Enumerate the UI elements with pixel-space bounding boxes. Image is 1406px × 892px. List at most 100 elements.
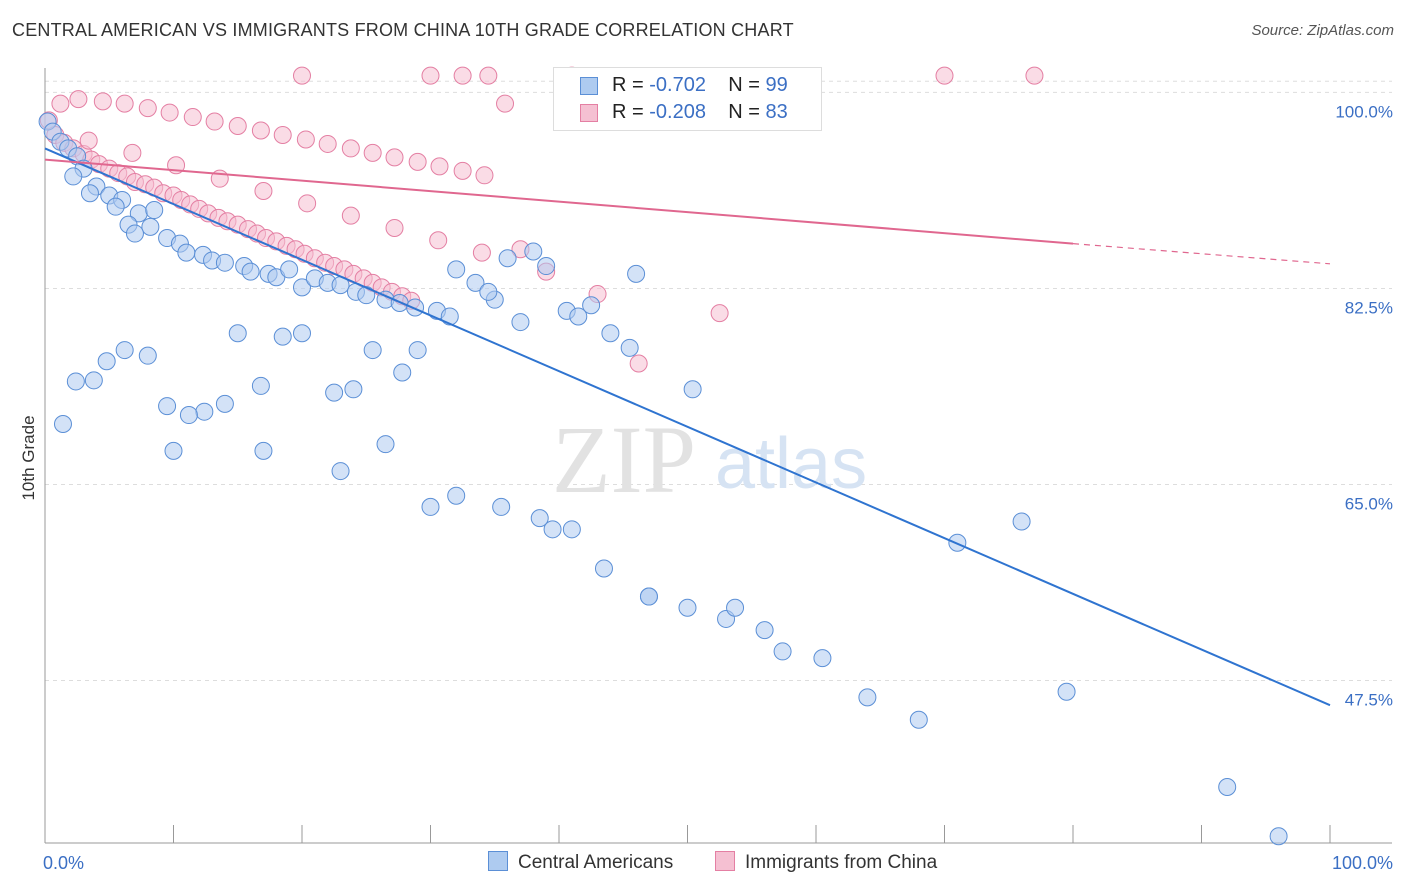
gridlines <box>45 80 1392 682</box>
data-point-central-americans <box>440 307 459 326</box>
data-point-immigrants-from-china <box>298 194 317 213</box>
data-point-immigrants-from-china <box>205 112 224 131</box>
data-point-central-americans <box>280 260 299 279</box>
data-point-central-americans <box>393 363 412 382</box>
data-point-central-americans <box>64 167 83 186</box>
data-point-central-americans <box>138 346 157 365</box>
data-point-central-americans <box>543 520 562 539</box>
data-point-central-americans <box>179 406 198 425</box>
legend-item-central-americans[interactable]: Central Americans <box>488 851 673 874</box>
data-point-central-americans <box>344 380 363 399</box>
data-point-central-americans <box>1012 512 1031 531</box>
data-point-central-americans <box>479 282 498 301</box>
data-point-central-americans <box>594 559 613 578</box>
data-point-immigrants-from-china <box>408 152 427 171</box>
data-point-central-americans <box>530 509 549 528</box>
data-point-central-americans <box>683 380 702 399</box>
data-point-central-americans <box>447 260 466 279</box>
data-point-immigrants-from-china <box>160 103 179 122</box>
data-point-central-americans <box>376 435 395 454</box>
y-tick-label: 100.0% <box>1335 102 1393 121</box>
data-point-central-americans <box>1269 827 1288 846</box>
data-point-immigrants-from-china <box>183 108 202 127</box>
legend-label: Immigrants from China <box>745 852 938 873</box>
data-point-immigrants-from-china <box>341 139 360 158</box>
data-point-central-americans <box>755 621 774 640</box>
legend-swatch-pink <box>715 851 735 871</box>
data-point-immigrants-from-china <box>472 243 491 262</box>
data-point-central-americans <box>498 249 517 268</box>
data-point-central-americans <box>53 415 72 434</box>
data-point-central-americans <box>66 372 85 391</box>
data-point-immigrants-from-china <box>429 231 448 250</box>
data-point-immigrants-from-china <box>123 143 142 162</box>
trend-line-immigrants-from-china <box>44 158 1074 245</box>
data-point-central-americans <box>582 296 601 315</box>
data-point-immigrants-from-china <box>629 354 648 373</box>
data-point-central-americans <box>562 520 581 539</box>
data-point-immigrants-from-china <box>93 92 112 111</box>
data-point-immigrants-from-china <box>251 121 270 140</box>
data-point-immigrants-from-china <box>273 125 292 144</box>
data-point-central-americans <box>325 383 344 402</box>
data-point-central-americans <box>177 243 196 262</box>
data-point-immigrants-from-china <box>421 66 440 85</box>
data-point-central-americans <box>537 257 556 276</box>
legend-label: Central Americans <box>518 852 674 873</box>
data-point-central-americans <box>726 598 745 617</box>
legend-item-immigrants-from-china[interactable]: Immigrants from China <box>715 851 937 874</box>
data-point-central-americans <box>273 327 292 346</box>
legend-swatch-pink <box>580 104 598 122</box>
data-point-central-americans <box>678 598 697 617</box>
r-label: R = <box>612 74 644 96</box>
data-point-central-americans <box>601 324 620 343</box>
trend-line-extension <box>1072 243 1331 265</box>
r-value: -0.702 <box>649 74 706 96</box>
data-point-central-americans <box>241 262 260 281</box>
tick-labels: 100.0% 82.5% 65.0% 47.5% 0.0% 100.0% <box>43 102 1393 873</box>
data-point-central-americans <box>331 462 350 481</box>
data-point-immigrants-from-china <box>138 99 157 118</box>
watermark-atlas: atlas <box>715 424 867 504</box>
data-point-immigrants-from-china <box>115 94 134 113</box>
data-point-central-americans <box>858 688 877 707</box>
data-point-immigrants-from-china <box>254 181 273 200</box>
data-point-central-americans <box>1057 682 1076 701</box>
data-point-central-americans <box>293 278 311 297</box>
watermark-zip: ZIP <box>552 406 696 513</box>
data-point-central-americans <box>1218 777 1237 796</box>
data-point-immigrants-from-china <box>318 134 337 153</box>
data-point-central-americans <box>773 642 792 661</box>
data-point-central-americans <box>125 224 144 243</box>
data-point-central-americans <box>80 184 99 203</box>
legend-swatch-blue <box>580 77 598 95</box>
series-immigrants-from-china <box>39 66 1044 373</box>
data-point-central-americans <box>408 341 427 360</box>
data-point-central-americans <box>228 324 247 343</box>
data-point-central-americans <box>569 307 588 326</box>
data-point-immigrants-from-china <box>79 131 98 150</box>
data-point-immigrants-from-china <box>363 143 382 162</box>
legend-swatch-blue <box>488 851 508 871</box>
data-point-central-americans <box>293 324 311 343</box>
data-point-immigrants-from-china <box>293 66 311 85</box>
data-point-central-americans <box>254 441 273 460</box>
trend-line-central-americans <box>44 147 1331 707</box>
data-point-central-americans <box>909 710 928 729</box>
data-point-immigrants-from-china <box>479 66 498 85</box>
n-label: N = <box>728 74 760 96</box>
data-point-central-americans <box>639 587 658 606</box>
y-tick-label: 82.5% <box>1345 298 1393 317</box>
data-point-central-americans <box>524 242 543 261</box>
y-tick-label: 47.5% <box>1345 691 1393 710</box>
data-point-central-americans <box>627 264 646 283</box>
axes <box>44 68 1392 844</box>
data-point-central-americans <box>511 313 530 332</box>
source-note: Source: ZipAtlas.com <box>1251 22 1394 39</box>
data-point-central-americans <box>145 201 164 220</box>
data-point-central-americans <box>106 197 125 216</box>
data-point-central-americans <box>620 338 639 357</box>
trend-lines <box>44 147 1331 707</box>
data-point-central-americans <box>406 298 425 317</box>
